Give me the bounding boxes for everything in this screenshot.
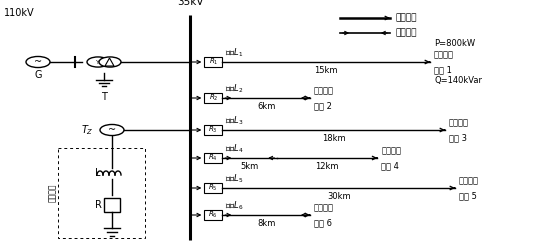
Text: L: L: [95, 168, 101, 178]
Text: ~: ~: [108, 125, 116, 135]
Text: 负荷 5: 负荷 5: [459, 191, 477, 200]
Text: G: G: [34, 70, 42, 80]
Circle shape: [87, 57, 109, 67]
Text: 负荷 1: 负荷 1: [434, 65, 452, 74]
Text: P=800kW: P=800kW: [434, 39, 475, 48]
Text: 馈线$L_5$: 馈线$L_5$: [225, 172, 244, 185]
Bar: [58, 148, 145, 238]
Text: 恒定功率: 恒定功率: [314, 203, 334, 212]
Text: 15km: 15km: [315, 66, 338, 75]
Text: 8km: 8km: [257, 219, 276, 228]
Text: $R_2$: $R_2$: [209, 93, 218, 103]
Text: $R_5$: $R_5$: [209, 183, 218, 193]
Text: 18km: 18km: [322, 134, 346, 143]
Bar: [204, 57, 222, 67]
Circle shape: [100, 124, 124, 136]
Text: $T_Z$: $T_Z$: [81, 123, 94, 137]
Text: $R_1$: $R_1$: [209, 57, 218, 67]
Text: 恒定功率: 恒定功率: [459, 176, 479, 185]
Text: 5km: 5km: [241, 162, 259, 171]
Text: 恒定功率: 恒定功率: [381, 146, 401, 155]
Text: 110kV: 110kV: [4, 8, 35, 18]
Bar: [104, 198, 120, 212]
Text: 12km: 12km: [316, 162, 339, 171]
Text: 馈线$L_4$: 馈线$L_4$: [225, 143, 244, 155]
Text: 负荷 6: 负荷 6: [314, 218, 332, 227]
Text: $R_3$: $R_3$: [209, 125, 218, 135]
Circle shape: [99, 57, 121, 67]
Bar: [204, 183, 222, 193]
Text: 馈线$L_1$: 馈线$L_1$: [225, 46, 244, 59]
Text: T: T: [101, 92, 107, 102]
Text: 电缆线路: 电缆线路: [395, 28, 416, 38]
Text: R: R: [94, 200, 101, 210]
Text: 架空线路: 架空线路: [395, 14, 416, 22]
Text: ~: ~: [34, 57, 42, 67]
Text: 负荷 2: 负荷 2: [314, 101, 332, 110]
Text: 30km: 30km: [327, 192, 351, 201]
Text: 恒定功率: 恒定功率: [434, 50, 454, 59]
Text: 负荷 4: 负荷 4: [381, 161, 399, 170]
Bar: [204, 153, 222, 163]
Text: 消弧线图: 消弧线图: [48, 184, 56, 202]
Text: Q=140kVar: Q=140kVar: [434, 76, 482, 85]
Text: $R_6$: $R_6$: [209, 210, 218, 220]
Text: 馈线$L_2$: 馈线$L_2$: [225, 82, 244, 95]
Text: 35kV: 35kV: [177, 0, 204, 7]
Text: 恒定功率: 恒定功率: [449, 118, 469, 127]
Text: Y: Y: [96, 60, 100, 64]
Text: $R_4$: $R_4$: [209, 153, 218, 163]
Bar: [204, 125, 222, 135]
Text: 负荷 3: 负荷 3: [449, 133, 467, 142]
Bar: [204, 93, 222, 103]
Text: 馈线$L_3$: 馈线$L_3$: [225, 115, 244, 127]
Text: 馈线$L_6$: 馈线$L_6$: [225, 200, 244, 212]
Bar: [204, 210, 222, 220]
Text: 6km: 6km: [257, 102, 276, 111]
Text: 恒定功率: 恒定功率: [314, 86, 334, 95]
